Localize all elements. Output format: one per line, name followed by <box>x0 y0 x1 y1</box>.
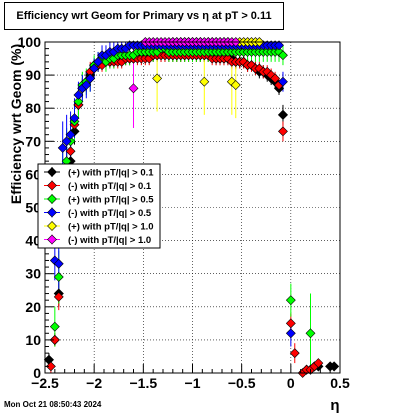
data-point <box>278 50 288 61</box>
x-tick-label: 0.5 <box>330 375 350 391</box>
y-tick-label: 90 <box>25 67 41 83</box>
x-tick-label: −1 <box>185 375 201 391</box>
data-point <box>152 73 163 84</box>
data-point <box>53 258 64 269</box>
y-tick-label: 70 <box>25 133 41 149</box>
data-point <box>274 40 284 51</box>
legend-marker <box>47 234 57 245</box>
legend-label: (+) with pT/|q| > 1.0 <box>68 222 154 233</box>
data-point <box>73 90 84 100</box>
data-point <box>266 70 277 81</box>
data-point <box>254 63 265 74</box>
data-point <box>128 83 139 94</box>
data-point <box>53 272 64 282</box>
data-point <box>285 318 296 329</box>
data-point <box>93 56 104 67</box>
data-point <box>329 361 340 372</box>
data-point <box>49 321 60 332</box>
legend-marker <box>47 167 57 177</box>
legend-marker <box>47 194 57 204</box>
y-tick-label: 80 <box>25 100 41 116</box>
data-point <box>85 73 96 84</box>
legend-label: (-) with pT/|q| > 0.5 <box>68 208 152 219</box>
data-point <box>278 126 288 137</box>
y-tick-label: 0 <box>33 365 41 381</box>
data-point <box>73 96 84 107</box>
x-tick-label: −0.5 <box>228 375 256 391</box>
data-point <box>65 146 76 157</box>
legend-label: (+) with pT/|q| > 0.5 <box>68 195 154 206</box>
data-point <box>305 328 316 339</box>
y-tick-label: 60 <box>25 166 41 182</box>
data-point <box>230 80 241 90</box>
x-tick-label: −1.5 <box>130 375 158 391</box>
data-point <box>65 129 76 140</box>
legend: (+) with pT/|q| > 0.1 (-) with pT/|q| > 0… <box>37 163 161 249</box>
legend-label: (-) with pT/|q| > 0.1 <box>68 181 152 192</box>
data-point <box>45 361 56 372</box>
data-point <box>49 334 60 345</box>
x-tick-label: −2 <box>86 375 102 391</box>
legend-marker <box>47 221 57 231</box>
x-tick-label: 0 <box>287 375 295 391</box>
data-point <box>89 63 100 74</box>
legend-marker <box>47 207 57 218</box>
data-point <box>277 109 289 120</box>
y-axis-label: Efficiency wrt Geom (%) <box>8 44 24 204</box>
y-tick-label: 10 <box>25 332 41 348</box>
data-point <box>57 142 68 153</box>
data-point <box>289 348 300 359</box>
legend-marker <box>47 180 57 191</box>
timestamp-footer: Mon Oct 21 08:50:43 2024 <box>4 400 102 409</box>
x-axis-label: η <box>330 397 339 414</box>
chart-title: Efficiency wrt Geom for Primary vs η at … <box>4 2 284 30</box>
data-point <box>270 73 281 84</box>
y-tick-label: 20 <box>25 299 41 315</box>
data-point <box>285 328 296 339</box>
data-point <box>69 113 80 124</box>
legend-box <box>37 163 161 249</box>
data-point <box>81 80 92 90</box>
legend-label: (-) with pT/|q| > 1.0 <box>68 235 151 246</box>
legend-label: (+) with pT/|q| > 0.1 <box>68 168 154 179</box>
data-point <box>53 291 64 302</box>
y-tick-label: 40 <box>25 233 41 249</box>
data-point <box>278 76 288 87</box>
data-point <box>285 295 296 306</box>
data-point <box>313 358 324 368</box>
x-tick-label: −2.5 <box>31 375 59 391</box>
data-point <box>199 76 210 87</box>
y-tick-label: 50 <box>25 200 41 216</box>
y-tick-label: 100 <box>18 34 42 50</box>
y-tick-label: 30 <box>25 266 41 282</box>
data-point <box>61 136 72 147</box>
